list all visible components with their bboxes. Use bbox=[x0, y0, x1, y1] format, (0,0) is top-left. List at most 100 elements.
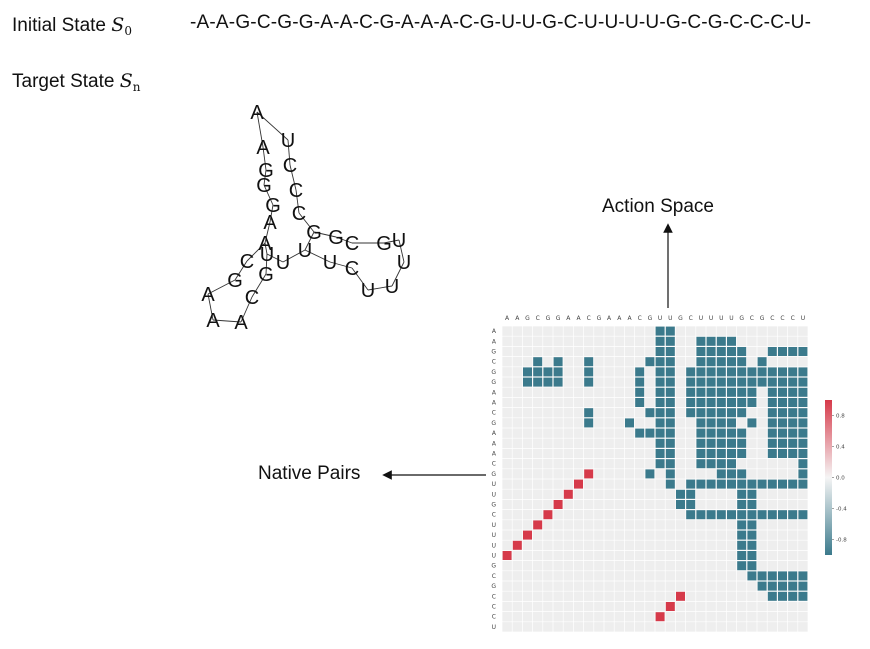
action-cell bbox=[696, 408, 706, 418]
action-cell bbox=[706, 449, 716, 458]
action-cell bbox=[757, 479, 767, 489]
matrix-col-label: A bbox=[617, 315, 622, 322]
matrix-row-label: C bbox=[492, 359, 496, 366]
bond-line bbox=[212, 319, 242, 323]
matrix-row-label: C bbox=[492, 604, 496, 611]
matrix-col-label: U bbox=[729, 315, 733, 322]
initial-state-label: Initial State S0 bbox=[12, 14, 132, 38]
action-cell bbox=[655, 428, 665, 438]
action-cell bbox=[665, 367, 675, 377]
action-cell bbox=[716, 469, 726, 479]
action-cell bbox=[798, 377, 808, 387]
action-cell bbox=[788, 581, 798, 591]
action-cell bbox=[553, 377, 563, 387]
nucleotide-label: C bbox=[292, 203, 306, 225]
action-cell bbox=[655, 336, 665, 346]
nucleotide-label: A bbox=[206, 310, 220, 332]
action-cell bbox=[716, 367, 726, 377]
matrix-col-label: U bbox=[668, 315, 672, 322]
action-cell bbox=[767, 398, 777, 407]
action-cell bbox=[757, 510, 767, 520]
action-cell bbox=[716, 347, 726, 356]
action-cell bbox=[716, 428, 726, 438]
action-cell bbox=[798, 408, 808, 418]
action-cell bbox=[655, 398, 665, 407]
action-cell bbox=[747, 418, 757, 428]
bond-line bbox=[289, 164, 297, 191]
matrix-row-label: U bbox=[492, 522, 496, 529]
action-cell bbox=[584, 367, 594, 377]
matrix-col-label: A bbox=[515, 315, 520, 322]
action-cell bbox=[665, 347, 675, 356]
bond-line bbox=[256, 111, 289, 141]
nucleotide-label: U bbox=[397, 252, 411, 274]
matrix-row-label: U bbox=[492, 491, 496, 498]
action-cell bbox=[778, 591, 787, 601]
action-cell bbox=[767, 377, 777, 387]
action-cell bbox=[706, 408, 716, 418]
native-pair-cell bbox=[655, 612, 665, 622]
action-cell bbox=[696, 510, 706, 520]
action-cell bbox=[798, 438, 808, 448]
matrix-row-label: U bbox=[492, 624, 496, 631]
action-cell bbox=[696, 428, 706, 438]
action-cell bbox=[727, 479, 736, 489]
action-cell bbox=[788, 438, 798, 448]
action-cell bbox=[584, 418, 594, 428]
action-cell bbox=[767, 418, 777, 428]
bond-line bbox=[298, 212, 315, 233]
action-cell bbox=[706, 398, 716, 407]
action-cell bbox=[635, 428, 645, 438]
action-cell bbox=[655, 459, 665, 469]
nucleotide-label: A bbox=[250, 102, 264, 124]
colorbar-tick-label: 0.8 bbox=[836, 414, 845, 420]
matrix-col-label: U bbox=[801, 315, 805, 322]
action-cell bbox=[737, 489, 747, 499]
bond-line bbox=[251, 273, 267, 298]
nucleotide-label: A bbox=[258, 233, 272, 255]
action-cell bbox=[655, 449, 665, 458]
matrix-row-label: A bbox=[492, 338, 497, 345]
action-cell bbox=[665, 438, 675, 448]
action-cell bbox=[737, 367, 747, 377]
action-cell bbox=[706, 367, 716, 377]
native-pair-cell bbox=[665, 602, 675, 611]
matrix-row-label: A bbox=[492, 440, 497, 447]
nucleotide-label: G bbox=[258, 264, 274, 286]
nucleotide-label: G bbox=[376, 233, 392, 255]
action-cell bbox=[665, 479, 675, 489]
action-cell bbox=[533, 357, 543, 367]
matrix-col-label: C bbox=[770, 315, 774, 322]
colorbar-tick-label: 0.4 bbox=[836, 445, 845, 451]
action-cell bbox=[747, 367, 757, 377]
bond-line bbox=[398, 239, 405, 263]
action-cell bbox=[727, 459, 736, 469]
bond-line bbox=[240, 296, 253, 323]
action-cell bbox=[665, 449, 675, 458]
action-cell bbox=[584, 408, 594, 418]
action-cell bbox=[655, 347, 665, 356]
action-cell bbox=[676, 500, 685, 509]
target-state-label: Target State Sn bbox=[12, 70, 141, 94]
action-cell bbox=[665, 336, 675, 346]
action-cell bbox=[747, 520, 757, 530]
action-cell bbox=[706, 459, 716, 469]
action-cell bbox=[716, 408, 726, 418]
action-cell bbox=[696, 387, 706, 397]
bond-line bbox=[264, 242, 268, 255]
action-cell bbox=[798, 479, 808, 489]
action-cell bbox=[655, 367, 665, 377]
matrix-col-label: U bbox=[699, 315, 703, 322]
nucleotide-label: U bbox=[361, 280, 375, 302]
action-cell bbox=[778, 377, 787, 387]
bond-line bbox=[269, 204, 274, 223]
matrix-row-label: C bbox=[492, 461, 496, 468]
action-cell bbox=[706, 510, 716, 520]
bond-line bbox=[265, 253, 268, 275]
matrix-row-label: A bbox=[492, 400, 497, 407]
action-cell bbox=[778, 510, 787, 520]
bond-line bbox=[295, 189, 300, 214]
bond-line bbox=[304, 249, 331, 263]
action-cell bbox=[798, 510, 808, 520]
native-pair-cell bbox=[563, 489, 573, 499]
